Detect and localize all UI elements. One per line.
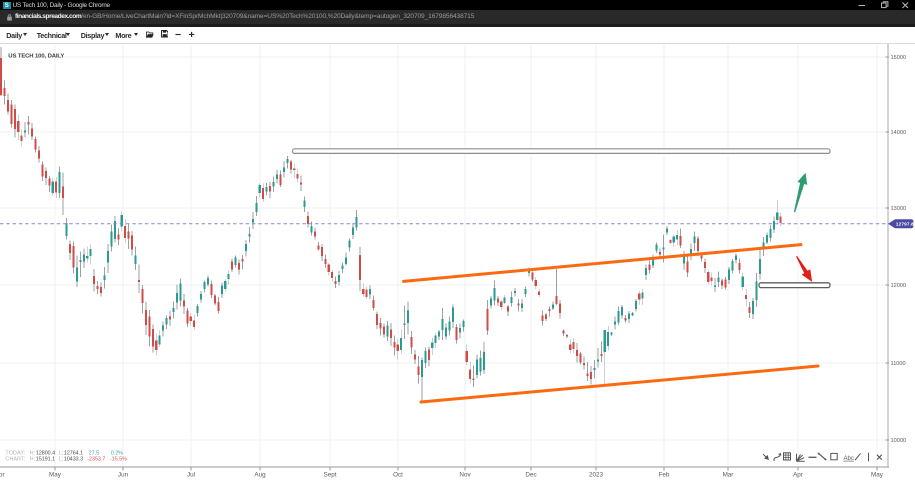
svg-text:12797.8: 12797.8	[896, 222, 914, 228]
svg-text:2023: 2023	[589, 472, 604, 479]
svg-text:12764.1: 12764.1	[64, 450, 83, 456]
svg-text:Mar: Mar	[723, 472, 734, 479]
svg-text:CHART:: CHART:	[5, 457, 25, 463]
svg-text:15191.1: 15191.1	[36, 457, 55, 463]
svg-text:May: May	[49, 472, 62, 479]
svg-text:10433.3: 10433.3	[64, 457, 83, 463]
svg-text:27.5: 27.5	[89, 450, 99, 456]
svg-text:15000: 15000	[891, 55, 907, 61]
svg-text:13000: 13000	[891, 206, 907, 212]
svg-text:12800.4: 12800.4	[36, 450, 55, 456]
svg-text:0.2%: 0.2%	[111, 450, 123, 456]
svg-text:Apr: Apr	[793, 472, 803, 479]
svg-text:L:: L:	[59, 450, 63, 456]
svg-text:12000: 12000	[891, 283, 907, 289]
svg-text:May: May	[871, 472, 884, 479]
svg-text:Feb: Feb	[659, 472, 670, 479]
svg-text:10000: 10000	[891, 438, 907, 444]
svg-text:Abc: Abc	[844, 456, 854, 462]
svg-text:or: or	[0, 472, 5, 479]
svg-text:H:: H:	[30, 450, 35, 456]
svg-text:14000: 14000	[891, 130, 907, 136]
svg-text:H:: H:	[30, 457, 35, 463]
svg-text:TODAY:: TODAY:	[5, 450, 25, 456]
svg-text:Nov: Nov	[459, 472, 471, 479]
svg-text:Aug: Aug	[254, 472, 266, 479]
svg-text:L:: L:	[59, 457, 63, 463]
svg-text:Jun: Jun	[118, 472, 129, 479]
svg-text:-2353.7: -2353.7	[87, 457, 105, 463]
svg-text:Dec: Dec	[525, 472, 536, 479]
svg-text:Sept: Sept	[324, 472, 337, 479]
svg-text:Jul: Jul	[187, 472, 195, 479]
svg-text:-15.5%: -15.5%	[110, 457, 127, 463]
svg-text:US TECH 100, DAILY: US TECH 100, DAILY	[8, 53, 64, 59]
svg-text:Oct: Oct	[393, 472, 403, 479]
svg-text:11000: 11000	[891, 361, 906, 367]
